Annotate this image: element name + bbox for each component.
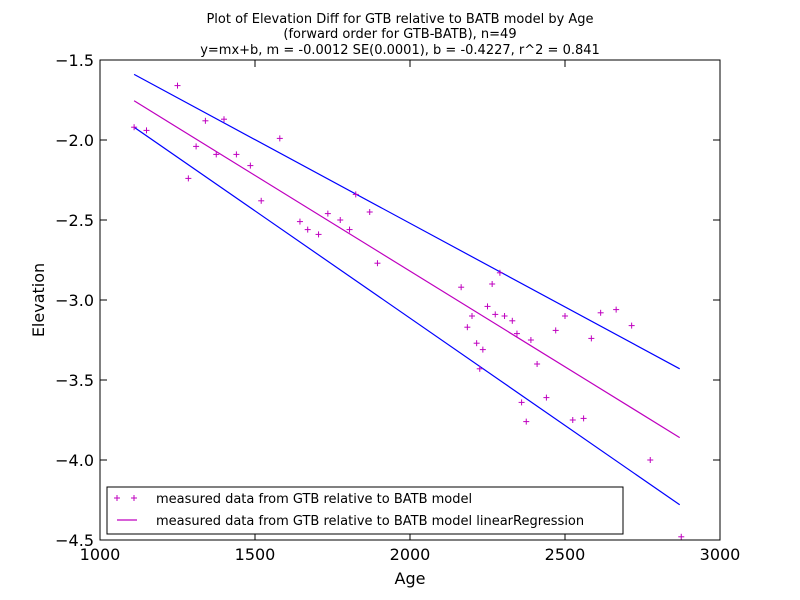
y-tick-label: −4.0 (55, 451, 94, 470)
data-point (543, 394, 550, 401)
axis-ticks: 1000 1500 2000 2500 3000 −1.5 −2.0 −2.5 −3.0 −3.5… (55, 51, 740, 564)
data-point (476, 365, 483, 372)
data-point (628, 322, 635, 329)
data-point (458, 284, 465, 291)
y-tick-label: −3.5 (55, 371, 94, 390)
data-point (484, 303, 491, 310)
x-axis-label: Age (395, 569, 426, 588)
data-point (509, 317, 516, 324)
data-point (513, 330, 520, 337)
x-tick-label: 1000 (80, 545, 121, 564)
data-point (613, 306, 620, 313)
x-tick-label: 2500 (545, 545, 586, 564)
y-tick-label: −2.0 (55, 131, 94, 150)
data-point (580, 415, 587, 422)
data-point (527, 337, 534, 343)
data-point (366, 209, 373, 215)
data-point (213, 151, 220, 158)
plot-area (131, 73, 685, 540)
regression-line (133, 100, 681, 439)
data-point (258, 197, 265, 204)
data-point (143, 127, 150, 134)
data-point (202, 117, 209, 124)
data-point (193, 143, 200, 150)
legend-label-scatter: measured data from GTB relative to BATB … (156, 492, 472, 507)
data-point (296, 218, 303, 225)
data-point (496, 269, 503, 276)
data-point (315, 231, 322, 238)
chart-title-line-3: y=mx+b, m = -0.0012 SE(0.0001), b = -0.4… (200, 43, 600, 58)
data-point (174, 82, 181, 89)
data-point (489, 281, 496, 287)
data-point (647, 457, 654, 463)
x-tick-label: 1500 (235, 545, 276, 564)
data-point (304, 226, 311, 233)
data-point (588, 335, 595, 342)
data-point (185, 175, 192, 182)
data-point (501, 313, 508, 319)
data-point (221, 116, 227, 123)
legend-scatter-marker (114, 495, 137, 501)
data-point (464, 324, 471, 331)
upper-bound-line (133, 73, 680, 370)
legend-label-regression: measured data from GTB relative to BATB … (156, 514, 584, 529)
data-point (492, 311, 499, 318)
lower-bound-line (133, 126, 681, 506)
data-point (518, 399, 525, 406)
data-point (678, 533, 685, 540)
y-tick-label: −4.5 (55, 531, 94, 550)
data-point (247, 162, 254, 169)
data-point (374, 260, 381, 267)
y-tick-label: −1.5 (55, 51, 94, 70)
y-tick-label: −2.5 (55, 211, 94, 230)
legend: measured data from GTB relative to BATB … (106, 486, 624, 535)
data-point (562, 313, 568, 319)
data-point (479, 346, 486, 353)
data-point (324, 210, 331, 217)
data-point (552, 327, 559, 334)
y-tick-label: −3.0 (55, 291, 94, 310)
data-point (346, 226, 353, 233)
data-point (131, 124, 138, 131)
data-point (523, 418, 530, 425)
data-point (352, 191, 359, 198)
data-point (597, 309, 604, 316)
data-point (569, 417, 576, 423)
y-axis-label: Elevation (29, 263, 48, 337)
legend-box (106, 486, 624, 535)
x-tick-label: 2000 (390, 545, 431, 564)
x-tick-label: 3000 (700, 545, 741, 564)
chart-title-line-1: Plot of Elevation Diff for GTB relative … (206, 12, 593, 27)
data-point (233, 151, 240, 158)
data-point (337, 217, 344, 223)
chart-title-line-2: (forward order for GTB-BATB), n=49 (283, 27, 516, 42)
data-point (473, 340, 480, 347)
data-point (469, 313, 475, 319)
data-point (276, 135, 283, 142)
data-point (534, 361, 541, 367)
